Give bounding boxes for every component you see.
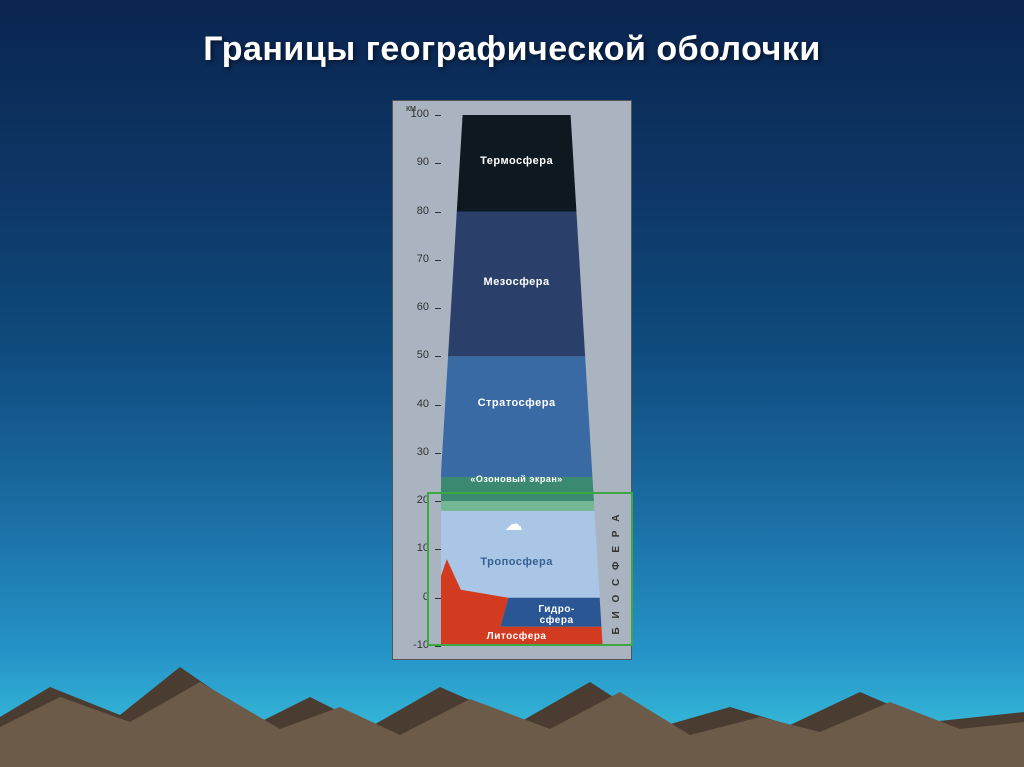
label-mesosphere: Мезосфера [462,276,572,288]
label-stratosphere: Стратосфера [462,397,572,409]
atmosphere-diagram: км 1009080706050403020100-10 ☁ Б И О С Ф… [392,100,632,660]
scale-tick: 80 [401,205,429,217]
page-title: Границы географической оболочки [0,0,1024,69]
altitude-scale: км 1009080706050403020100-10 [401,101,433,659]
label-thermosphere: Термосфера [462,155,572,167]
label-troposphere: Тропосфера [462,556,572,568]
label-hydrosphere: Гидро-сфера [522,604,592,626]
scale-tick: 70 [401,253,429,265]
label-lithosphere: Литосфера [462,631,572,642]
scale-tick: 100 [401,108,429,120]
scale-tick: -10 [401,639,429,651]
scale-tick: 30 [401,446,429,458]
scale-tick: 60 [401,301,429,313]
scale-tick: 50 [401,349,429,361]
scale-tick: 90 [401,156,429,168]
layer-tower: ☁ Б И О С Ф Е Р А Термосфера Мезосфера Стр… [441,115,621,650]
scale-tick: 20 [401,494,429,506]
label-ozone: «Озоновый экран» [462,474,572,484]
cloud-icon: ☁ [505,514,523,534]
biosphere-label: Б И О С Ф Е Р А [611,504,622,634]
scale-tick: 0 [401,591,429,603]
scale-tick: 10 [401,542,429,554]
scale-tick: 40 [401,398,429,410]
